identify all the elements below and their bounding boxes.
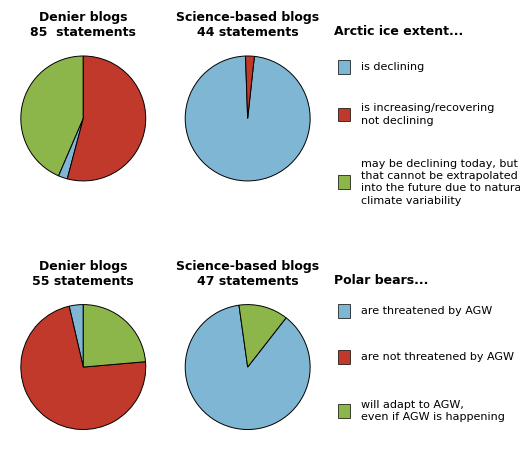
Wedge shape [69, 305, 83, 367]
Text: is declining: is declining [361, 62, 424, 72]
Wedge shape [185, 56, 310, 181]
Text: is increasing/recovering
not declining: is increasing/recovering not declining [361, 103, 495, 126]
Wedge shape [21, 306, 146, 429]
Wedge shape [185, 305, 310, 429]
Text: will adapt to AGW,
even if AGW is happening: will adapt to AGW, even if AGW is happen… [361, 399, 505, 422]
Wedge shape [21, 56, 83, 176]
Text: are not threatened by AGW: are not threatened by AGW [361, 352, 514, 362]
Title: Denier blogs
55 statements: Denier blogs 55 statements [32, 260, 134, 288]
Bar [337, 60, 350, 74]
Title: Science-based blogs
47 statements: Science-based blogs 47 statements [176, 260, 319, 288]
Bar [337, 305, 350, 318]
Wedge shape [239, 305, 286, 367]
Wedge shape [245, 56, 254, 119]
Wedge shape [83, 305, 146, 367]
Text: are threatened by AGW: are threatened by AGW [361, 307, 492, 317]
Text: Arctic ice extent...: Arctic ice extent... [334, 25, 463, 38]
Bar [337, 350, 350, 364]
Title: Denier blogs
85  statements: Denier blogs 85 statements [30, 11, 136, 39]
Title: Science-based blogs
44 statements: Science-based blogs 44 statements [176, 11, 319, 39]
Wedge shape [59, 119, 83, 179]
Bar [337, 404, 350, 418]
Bar [337, 108, 350, 121]
Wedge shape [67, 56, 146, 181]
Bar [337, 175, 350, 189]
Text: may be declining today, but
that cannot be extrapolated
into the future due to n: may be declining today, but that cannot … [361, 159, 520, 206]
Text: Polar bears...: Polar bears... [334, 274, 428, 287]
